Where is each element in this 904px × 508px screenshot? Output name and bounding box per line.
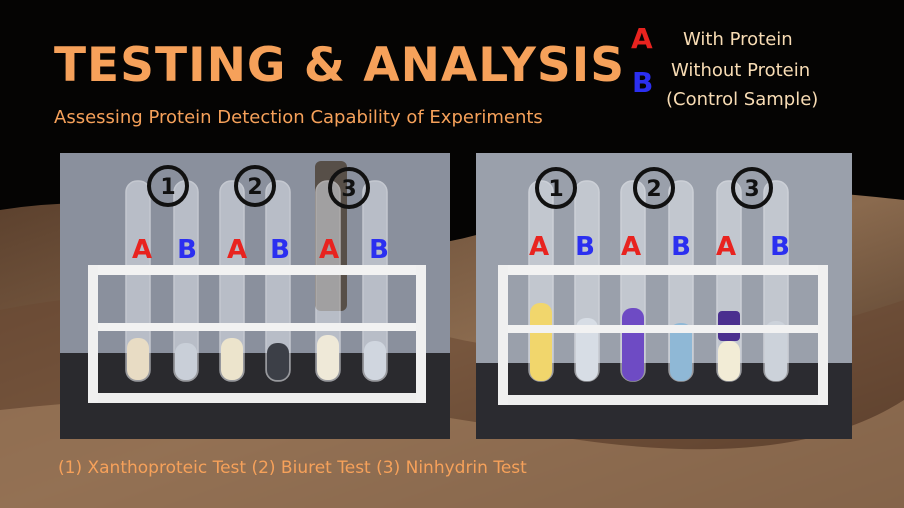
before-label-1a: A <box>132 235 152 265</box>
after-label-1b: B <box>575 232 595 262</box>
after-label-2a: A <box>621 232 641 262</box>
before-label-2a: A <box>227 235 247 265</box>
before-label-2b: B <box>270 235 290 265</box>
before-number-1: 1 <box>160 175 175 200</box>
legend-b-subtext: (Control Sample) <box>666 89 819 110</box>
after-number-2: 2 <box>646 177 661 202</box>
before-number-2: 2 <box>247 175 262 200</box>
after-label-3a: A <box>716 232 736 262</box>
photo-after-reaction: 1 2 3 A B A B A B <box>476 153 852 439</box>
after-label-2b: B <box>671 232 691 262</box>
before-number-3: 3 <box>341 177 356 202</box>
after-number-3: 3 <box>744 177 759 202</box>
after-label-1a: A <box>529 232 549 262</box>
legend-b-letter: B <box>632 66 654 99</box>
test-caption: (1) Xanthoproteic Test (2) Biuret Test (… <box>58 458 527 478</box>
before-label-1b: B <box>177 235 197 265</box>
before-label-3a: A <box>319 235 339 265</box>
after-number-1: 1 <box>548 177 563 202</box>
legend-b-text: Without Protein <box>671 60 811 81</box>
slide-subtitle: Assessing Protein Detection Capability o… <box>54 107 543 128</box>
photo-before-reaction: 1 2 3 A B A B A B <box>60 153 450 439</box>
slide-title: TESTING & ANALYSIS <box>54 38 626 93</box>
after-label-3b: B <box>770 232 790 262</box>
legend-a-text: With Protein <box>683 29 793 50</box>
legend-a-letter: A <box>631 22 653 55</box>
before-label-3b: B <box>369 235 389 265</box>
